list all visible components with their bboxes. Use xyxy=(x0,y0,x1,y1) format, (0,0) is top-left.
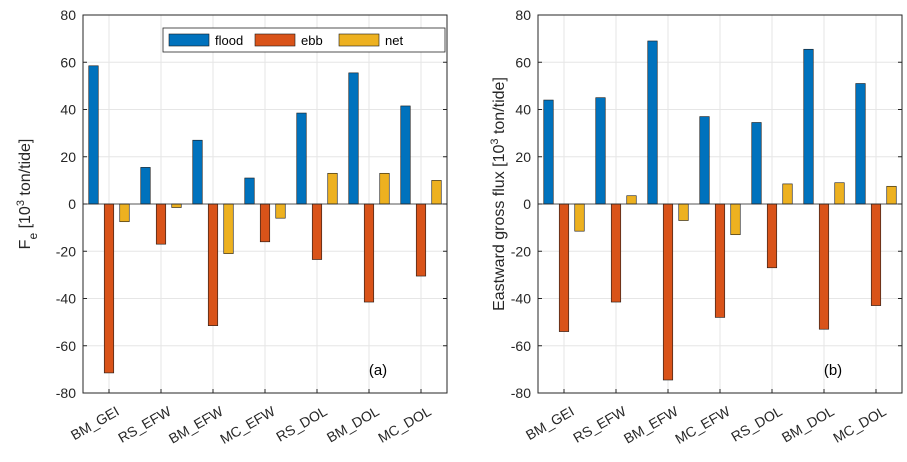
bar-flood-BM_GEI xyxy=(543,99,554,205)
x-tick-label: MC_DOL xyxy=(830,403,889,446)
y-tick-label: 20 xyxy=(60,149,76,165)
legend-swatch-net xyxy=(338,33,380,47)
y-label-main: Eastward gross flux xyxy=(491,171,508,311)
y-tick-label: -80 xyxy=(511,385,531,401)
bar-flood-BM_DOL xyxy=(348,72,359,205)
bar-flood-MC_EFW xyxy=(699,116,710,205)
y-label-sub: e xyxy=(26,233,40,240)
y-tick-label: -40 xyxy=(56,291,76,307)
bar-net-BM_DOL xyxy=(379,172,390,205)
y-tick-label: 40 xyxy=(515,102,531,118)
bar-ebb-MC_EFW xyxy=(259,203,271,243)
y-axis-label: Eastward gross flux [103 ton/tide] xyxy=(489,77,508,311)
x-tick-label: RS_DOL xyxy=(273,403,330,445)
bar-ebb-MC_DOL xyxy=(415,203,427,277)
bar-flood-BM_EFW xyxy=(192,139,203,205)
y-tick-label: -60 xyxy=(511,338,531,354)
y-tick-label: 40 xyxy=(60,102,76,118)
x-tick-label: RS_DOL xyxy=(728,403,785,445)
bar-net-BM_GEI xyxy=(119,203,130,223)
x-tick-label: RS_EFW xyxy=(115,402,174,445)
y-label-post: ton/tide] xyxy=(491,77,508,138)
y-tick-label: -40 xyxy=(511,291,531,307)
bar-flood-MC_DOL xyxy=(400,105,411,205)
bar-ebb-BM_DOL xyxy=(818,203,830,330)
bar-ebb-BM_GEI xyxy=(103,203,115,374)
legend-swatch-ebb xyxy=(254,33,296,47)
bar-net-MC_DOL xyxy=(886,185,897,205)
bar-net-RS_EFW xyxy=(626,195,637,205)
legend: flood ebb net xyxy=(162,27,446,53)
bar-net-RS_DOL xyxy=(327,172,338,205)
y-tick-label: 0 xyxy=(523,196,531,212)
x-tick-label: MC_DOL xyxy=(375,403,434,446)
y-axis-label: Fe [103 ton/tide] xyxy=(15,139,40,250)
bar-net-MC_EFW xyxy=(730,203,741,236)
y-label-main: F xyxy=(17,239,34,249)
bar-flood-RS_DOL xyxy=(751,122,762,205)
x-tick-label: BM_GEI xyxy=(523,403,577,443)
y-label-sup: 3 xyxy=(15,200,27,206)
bar-net-BM_GEI xyxy=(574,203,585,232)
legend-box xyxy=(162,27,446,53)
y-tick-label: -80 xyxy=(56,385,76,401)
x-tick-label: BM_EFW xyxy=(166,402,227,446)
bar-ebb-RS_DOL xyxy=(766,203,778,269)
bar-flood-RS_DOL xyxy=(296,112,307,205)
y-label-pre: [10 xyxy=(17,206,34,233)
legend-label-net: net xyxy=(385,33,403,48)
bar-net-BM_EFW xyxy=(678,203,689,221)
x-tick-label: MC_EFW xyxy=(217,402,278,447)
x-tick-label: BM_DOL xyxy=(779,403,837,446)
y-label-pre: [10 xyxy=(491,145,508,172)
y-tick-label: 60 xyxy=(60,54,76,70)
x-tick-label: BM_EFW xyxy=(621,402,682,446)
y-tick-label: -20 xyxy=(511,243,531,259)
bar-ebb-BM_EFW xyxy=(207,203,219,326)
bar-flood-MC_EFW xyxy=(244,177,255,205)
legend-label-flood: flood xyxy=(215,33,243,48)
y-tick-label: 20 xyxy=(515,149,531,165)
legend-label-ebb: ebb xyxy=(301,33,323,48)
bar-net-RS_EFW xyxy=(171,203,182,208)
bar-flood-BM_GEI xyxy=(88,65,99,205)
bar-flood-BM_EFW xyxy=(647,40,658,205)
x-tick-label: BM_DOL xyxy=(324,403,382,446)
bar-ebb-MC_EFW xyxy=(714,203,726,318)
bar-ebb-RS_DOL xyxy=(311,203,323,260)
bar-ebb-BM_DOL xyxy=(363,203,375,303)
bar-ebb-RS_EFW xyxy=(155,203,167,245)
bar-ebb-RS_EFW xyxy=(610,203,622,303)
x-tick-label: MC_EFW xyxy=(672,402,733,447)
bar-flood-RS_EFW xyxy=(140,167,151,205)
bar-net-BM_EFW xyxy=(223,203,234,254)
bar-ebb-MC_DOL xyxy=(870,203,882,306)
y-tick-label: -20 xyxy=(56,243,76,259)
panel-b: -80-60-40-20020406080BM_GEIRS_EFWBM_EFWM… xyxy=(489,7,903,447)
y-tick-label: 80 xyxy=(515,7,531,23)
y-tick-label: 80 xyxy=(60,7,76,23)
y-label-post: ton/tide] xyxy=(17,139,34,200)
bar-flood-RS_EFW xyxy=(595,97,606,205)
panel-tag: (a) xyxy=(369,362,387,379)
bar-net-RS_DOL xyxy=(782,183,793,205)
panel-a: -80-60-40-20020406080BM_GEIRS_EFWBM_EFWM… xyxy=(15,7,448,447)
y-tick-label: 0 xyxy=(68,196,76,212)
legend-swatch-flood xyxy=(168,33,210,47)
x-tick-label: RS_EFW xyxy=(570,402,629,445)
bar-ebb-BM_EFW xyxy=(662,203,674,381)
series-ebb xyxy=(103,203,427,374)
y-tick-label: 60 xyxy=(515,54,531,70)
bar-net-MC_DOL xyxy=(431,180,442,205)
y-tick-label: -60 xyxy=(56,338,76,354)
bar-net-MC_EFW xyxy=(275,203,286,219)
y-label-sup: 3 xyxy=(489,138,501,144)
x-tick-label: BM_GEI xyxy=(68,403,122,443)
bar-flood-BM_DOL xyxy=(803,48,814,205)
panel-tag: (b) xyxy=(824,362,842,379)
bar-net-BM_DOL xyxy=(834,182,845,205)
bar-flood-MC_DOL xyxy=(855,83,866,205)
bar-ebb-BM_GEI xyxy=(558,203,570,332)
